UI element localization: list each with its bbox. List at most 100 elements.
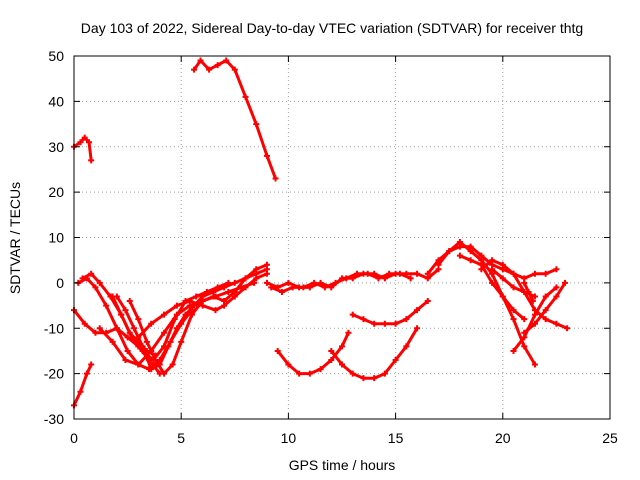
data-point: [499, 261, 506, 268]
x-tick-label: 20: [495, 430, 511, 446]
data-point: [223, 57, 230, 64]
data-point: [182, 311, 189, 318]
data-point: [343, 275, 350, 282]
x-tick-label: 10: [281, 430, 297, 446]
data-point: [289, 284, 296, 291]
data-point: [161, 311, 168, 318]
series-arc-14: [276, 331, 350, 376]
data-point: [542, 307, 549, 314]
data-point: [531, 320, 538, 327]
series-arc-3: [192, 59, 277, 180]
data-point: [178, 338, 185, 345]
data-point: [118, 311, 125, 318]
data-point: [221, 284, 228, 291]
data-point: [197, 57, 204, 64]
data-point: [263, 270, 270, 277]
x-tick-label: 5: [177, 430, 185, 446]
data-point: [510, 307, 517, 314]
data-point: [206, 66, 213, 73]
data-point: [499, 293, 506, 300]
data-point: [349, 311, 356, 318]
data-point: [77, 388, 84, 395]
data-point: [542, 293, 549, 300]
data-point: [278, 288, 285, 295]
data-point: [345, 329, 352, 336]
data-point: [263, 279, 270, 286]
data-point: [92, 284, 99, 291]
data-point: [467, 248, 474, 255]
data-point: [212, 307, 219, 314]
data-point: [92, 329, 99, 336]
data-point: [285, 279, 292, 286]
data-point: [165, 343, 172, 350]
data-point: [521, 316, 528, 323]
data-point: [231, 66, 238, 73]
data-point: [300, 284, 307, 291]
data-point: [173, 311, 180, 318]
data-point: [553, 284, 560, 291]
y-tick-label: 30: [48, 139, 64, 155]
y-tick-label: -20: [44, 366, 64, 382]
data-point: [88, 270, 95, 277]
data-point: [199, 302, 206, 309]
data-point: [103, 302, 110, 309]
data-point: [381, 370, 388, 377]
data-point: [143, 347, 150, 354]
y-tick-label: -10: [44, 320, 64, 336]
data-point: [525, 288, 532, 295]
data-point: [253, 266, 260, 273]
data-point: [242, 284, 249, 291]
data-point: [446, 248, 453, 255]
data-point: [131, 325, 138, 332]
series-arc-15: [329, 326, 419, 380]
data-point: [403, 316, 410, 323]
data-point: [414, 307, 421, 314]
data-point: [510, 270, 517, 277]
data-point: [306, 370, 313, 377]
data-point: [274, 347, 281, 354]
data-point: [375, 275, 382, 282]
data-point: [553, 293, 560, 300]
data-point: [381, 320, 388, 327]
chart-title: Day 103 of 2022, Sidereal Day-to-day VTE…: [81, 20, 583, 36]
y-tick-label: 20: [48, 184, 64, 200]
data-point: [531, 293, 538, 300]
data-point: [126, 298, 133, 305]
data-series: [71, 57, 571, 409]
data-point: [332, 279, 339, 286]
data-point: [311, 279, 318, 286]
data-point: [79, 275, 86, 282]
x-tick-label: 15: [388, 430, 404, 446]
data-point: [221, 302, 228, 309]
data-point: [521, 334, 528, 341]
data-point: [510, 347, 517, 354]
data-point: [478, 266, 485, 273]
data-point: [253, 121, 260, 128]
data-point: [414, 270, 421, 277]
data-point: [88, 157, 95, 164]
data-point: [77, 139, 84, 146]
y-axis-ticks: -30 -20 -10 0 10 20 30 40 50: [44, 48, 610, 427]
data-point: [424, 270, 431, 277]
data-point: [489, 279, 496, 286]
data-point: [173, 302, 180, 309]
data-point: [510, 316, 517, 323]
data-point: [225, 288, 232, 295]
data-point: [242, 275, 249, 282]
data-point: [529, 298, 536, 305]
series-arc-2: [72, 363, 93, 407]
data-point: [296, 370, 303, 377]
data-point: [169, 361, 176, 368]
data-point: [321, 284, 328, 291]
data-point: [339, 343, 345, 350]
data-point: [173, 325, 180, 332]
data-point: [96, 279, 103, 286]
data-point: [242, 93, 249, 100]
data-point: [553, 266, 560, 273]
data-point: [143, 338, 150, 345]
data-point: [152, 352, 159, 359]
data-point: [272, 175, 279, 182]
data-point: [81, 134, 88, 141]
data-point: [499, 275, 506, 282]
y-tick-label: 0: [56, 275, 64, 291]
